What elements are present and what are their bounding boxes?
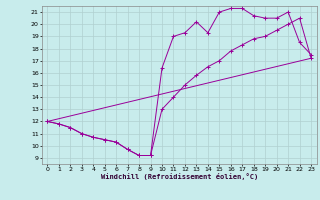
- X-axis label: Windchill (Refroidissement éolien,°C): Windchill (Refroidissement éolien,°C): [100, 173, 258, 180]
